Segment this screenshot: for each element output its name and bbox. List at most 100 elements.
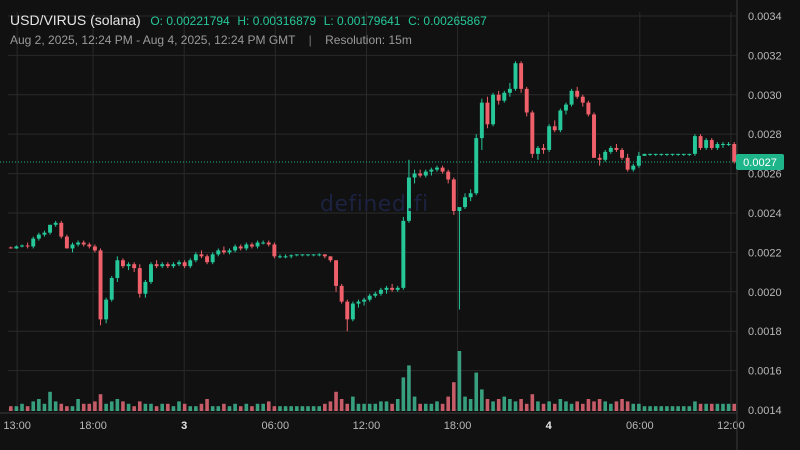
candle-body <box>20 245 24 247</box>
candle-body <box>70 244 75 249</box>
volume-bar <box>188 406 193 411</box>
volume-bar <box>81 403 86 411</box>
volume-bar <box>137 401 142 411</box>
volume-bar <box>485 399 490 411</box>
candle-body <box>468 193 473 198</box>
x-tick-label: 3 <box>181 420 187 432</box>
candle-body <box>233 246 238 251</box>
volume-bar <box>401 377 406 411</box>
candle-body <box>715 144 720 148</box>
candle-body <box>423 171 428 176</box>
volume-bar <box>14 406 19 411</box>
candle-body <box>300 254 305 256</box>
volume-bar <box>177 401 181 411</box>
volume-bar <box>524 403 529 411</box>
volume-bar <box>698 403 703 411</box>
volume-bar <box>289 406 293 411</box>
volume-bar <box>480 389 484 411</box>
candle-body <box>620 149 625 158</box>
candle-body <box>249 244 254 247</box>
volume-bar <box>300 406 305 411</box>
candle-body <box>692 136 697 154</box>
candle-body <box>143 281 148 294</box>
candle-body <box>564 104 568 111</box>
volume-bar <box>597 399 602 411</box>
x-tick-label: 4 <box>546 420 553 432</box>
volume-bar <box>457 351 462 411</box>
candle-body <box>698 136 703 148</box>
candle-body <box>608 147 613 152</box>
y-tick-label: 0.0030 <box>748 90 782 102</box>
volume-bar <box>48 391 52 411</box>
volume-bar <box>631 403 636 411</box>
candle-body <box>395 287 400 290</box>
y-tick-label: 0.0034 <box>748 11 782 23</box>
volume-bar <box>564 401 568 411</box>
x-tick-label: 13:00 <box>3 420 31 432</box>
candle-body <box>311 254 316 256</box>
volume-bar <box>317 406 322 411</box>
volume-bar <box>659 406 664 411</box>
volume-bar <box>53 401 58 411</box>
chart-header: USD/VIRUS (solana) O: 0.00221794 H: 0.00… <box>10 12 491 28</box>
volume-bar <box>569 403 574 411</box>
volume-bar <box>580 403 585 411</box>
volume-bar <box>407 365 411 411</box>
candle-body <box>272 244 277 257</box>
volume-bar <box>603 401 608 411</box>
volume-bar <box>345 403 350 411</box>
volume-bar <box>104 403 108 411</box>
candle-body <box>334 260 339 286</box>
candle-body <box>149 264 153 282</box>
volume-bar <box>261 403 265 411</box>
volume-bar <box>244 403 249 411</box>
candle-body <box>126 264 131 267</box>
volume-bar <box>429 403 434 411</box>
candle-body <box>53 222 58 225</box>
candle-body <box>322 254 327 257</box>
candle-body <box>227 250 232 253</box>
candle-body <box>597 157 602 160</box>
candle-body <box>171 264 176 267</box>
candle-body <box>36 234 41 239</box>
volume-bar <box>704 403 708 411</box>
volume-bar <box>693 401 697 411</box>
candle-body <box>575 90 580 97</box>
candle-body <box>502 92 507 101</box>
volume-bar <box>76 399 80 411</box>
candle-body <box>294 254 299 256</box>
volume-bar <box>395 399 400 411</box>
candle-body <box>681 153 686 155</box>
candle-body <box>614 147 619 150</box>
candle-body <box>451 179 456 211</box>
volume-bar <box>367 403 372 411</box>
volume-bar <box>149 403 153 411</box>
candle-body <box>479 102 484 139</box>
candle-body <box>120 260 125 267</box>
candle-body <box>345 301 350 320</box>
candle-body <box>726 144 731 146</box>
volume-bar <box>541 403 546 411</box>
volume-bar <box>166 403 170 411</box>
volume-bar <box>373 403 378 411</box>
volume-bar <box>9 406 13 411</box>
candle-body <box>384 287 389 290</box>
volume-bar <box>37 399 41 411</box>
candle-body <box>356 301 361 304</box>
pair-label: USD/VIRUS (solana) <box>10 12 141 28</box>
y-tick-label: 0.0028 <box>748 129 782 141</box>
candle-body <box>289 255 294 257</box>
volume-bar <box>648 406 652 411</box>
candle-body <box>732 144 737 162</box>
candle-body <box>653 153 658 155</box>
volume-bar <box>121 401 125 411</box>
candle-body <box>530 112 535 154</box>
candle-body <box>188 260 193 267</box>
volume-bar <box>115 399 120 411</box>
candle-body <box>205 256 210 263</box>
candle-body <box>547 126 552 150</box>
candle-body <box>328 256 333 261</box>
volume-bar <box>592 401 596 411</box>
candle-body <box>177 262 181 265</box>
